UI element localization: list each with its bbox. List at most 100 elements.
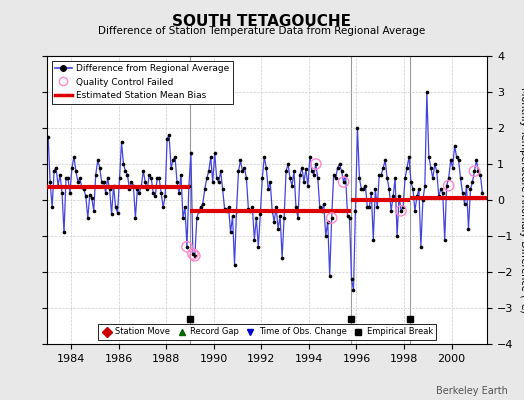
Point	[387, 208, 395, 214]
Point	[433, 168, 441, 174]
Point	[127, 179, 136, 185]
Point	[456, 175, 465, 182]
Point	[458, 190, 467, 196]
Point	[153, 175, 161, 182]
Point	[325, 272, 334, 279]
Point	[264, 186, 272, 192]
Point	[159, 204, 167, 210]
Point	[141, 179, 149, 185]
Point	[365, 204, 374, 210]
Point	[357, 186, 366, 192]
Point	[93, 157, 102, 164]
Point	[107, 211, 116, 218]
Point	[343, 213, 352, 219]
Point	[241, 164, 249, 171]
Point	[296, 172, 304, 178]
Point	[367, 190, 376, 196]
Point	[421, 182, 429, 189]
Point	[50, 168, 58, 174]
Point	[131, 215, 139, 221]
Point	[395, 193, 403, 200]
Point	[446, 157, 455, 164]
Point	[414, 186, 423, 192]
Point	[88, 195, 96, 201]
Point	[280, 215, 288, 221]
Point	[442, 182, 451, 189]
Point	[121, 168, 129, 174]
Point	[112, 204, 120, 210]
Point	[201, 186, 209, 192]
Point	[315, 204, 324, 210]
Point	[54, 182, 62, 189]
Point	[462, 182, 471, 189]
Point	[155, 175, 163, 182]
Point	[246, 208, 255, 214]
Point	[423, 89, 431, 95]
Point	[427, 164, 435, 171]
Point	[340, 179, 348, 185]
Point	[470, 168, 478, 174]
Point	[143, 186, 151, 192]
Point	[444, 175, 453, 182]
Point	[224, 204, 233, 210]
Point	[401, 175, 409, 182]
Point	[123, 172, 132, 178]
Point	[341, 172, 350, 178]
Point	[377, 172, 386, 178]
Point	[288, 182, 296, 189]
Point	[242, 175, 250, 182]
Point	[328, 215, 336, 221]
Point	[359, 186, 368, 192]
Point	[431, 161, 439, 167]
Point	[68, 164, 76, 171]
Point	[151, 193, 159, 200]
Point	[238, 168, 247, 174]
Point	[328, 215, 336, 221]
Point	[282, 168, 290, 174]
Point	[209, 179, 217, 185]
Point	[110, 182, 118, 189]
Point	[411, 208, 419, 214]
Point	[113, 210, 122, 216]
Point	[74, 179, 82, 185]
Point	[149, 190, 157, 196]
Point	[474, 168, 483, 174]
Point	[137, 182, 146, 189]
Point	[466, 186, 475, 192]
Point	[270, 218, 278, 225]
Point	[397, 208, 405, 214]
Point	[332, 175, 340, 182]
Point	[135, 190, 144, 196]
Point	[405, 154, 413, 160]
Point	[236, 157, 245, 164]
Point	[157, 190, 166, 196]
Point	[300, 179, 308, 185]
Point	[181, 204, 189, 210]
Point	[78, 184, 86, 191]
Point	[476, 172, 485, 178]
Point	[169, 157, 177, 164]
Point	[97, 179, 106, 185]
Point	[345, 215, 354, 221]
Point	[361, 182, 369, 189]
Point	[199, 200, 207, 207]
Point	[147, 175, 156, 182]
Point	[409, 186, 417, 192]
Point	[203, 175, 211, 182]
Point	[472, 157, 481, 164]
Point	[313, 175, 322, 182]
Point	[163, 136, 171, 142]
Point	[434, 193, 443, 200]
Point	[75, 175, 84, 182]
Point	[424, 154, 433, 160]
Point	[436, 186, 445, 192]
Point	[266, 179, 275, 185]
Point	[211, 150, 219, 156]
Y-axis label: Monthly Temperature Anomaly Difference (°C): Monthly Temperature Anomaly Difference (…	[519, 87, 524, 313]
Point	[439, 190, 447, 196]
Point	[379, 164, 387, 171]
Point	[95, 164, 104, 171]
Point	[173, 179, 181, 185]
Point	[318, 208, 326, 214]
Point	[66, 190, 74, 196]
